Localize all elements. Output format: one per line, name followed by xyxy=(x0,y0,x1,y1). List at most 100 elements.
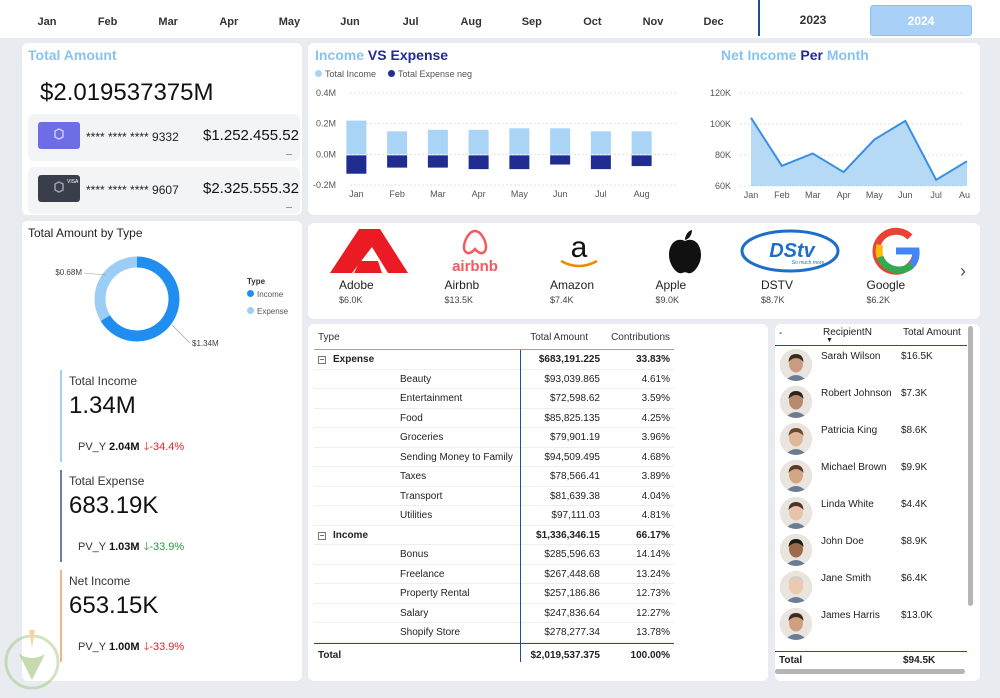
month-aug-button[interactable]: Aug xyxy=(460,16,482,28)
month-oct-button[interactable]: Oct xyxy=(583,16,602,28)
legend-total-expense: Total Expense neg xyxy=(388,69,472,79)
expense-bar xyxy=(387,155,408,168)
matrix-row[interactable]: Entertainment $72,598.62 3.59% xyxy=(314,389,674,409)
kpi-label: Total Income xyxy=(69,374,138,388)
vertical-scrollbar[interactable] xyxy=(968,326,973,606)
column-header[interactable]: Contributions xyxy=(611,332,670,343)
matrix-row[interactable]: Utilities $97,111.03 4.81% xyxy=(314,506,674,526)
kpi-total-expense: Total Expense 683.19K PV_Y 1.03M 🡓-33.9% xyxy=(60,470,310,565)
matrix-row[interactable]: Taxes $78,566.41 3.89% xyxy=(314,467,674,487)
sort-down-icon[interactable]: ▼ xyxy=(826,337,833,344)
total-amount: $2,019,537.375 xyxy=(530,649,600,661)
card-number-mask: **** **** **** 9607 xyxy=(86,183,179,197)
matrix-row[interactable]: Beauty $93,039.865 4.61% xyxy=(314,370,674,389)
recipients-card: - RecipientN ▼ Total Amount Sarah Wilson… xyxy=(775,324,980,681)
matrix-row[interactable]: Salary $247,836.64 12.27% xyxy=(314,604,674,623)
apple-logo-shape xyxy=(668,239,701,274)
recipient-name: John Doe xyxy=(821,536,864,547)
month-may-button[interactable]: May xyxy=(278,16,301,28)
recipient-name: Sarah Wilson xyxy=(821,351,881,362)
recipient-row[interactable]: James Harris $13.0K xyxy=(775,606,965,643)
recipient-row[interactable]: Patricia King $8.6K xyxy=(775,421,965,458)
group-amount: $1,336,346.15 xyxy=(536,529,600,541)
matrix-row[interactable]: Groceries $79,901.19 3.96% xyxy=(314,428,674,448)
matrix-row[interactable]: Food $85,825.135 4.25% xyxy=(314,409,674,428)
pv-value: 1.00M xyxy=(109,641,140,653)
donut-legend-income: Income xyxy=(247,290,283,299)
category-contribution: 3.59% xyxy=(641,393,670,404)
merchant-adobe[interactable]: Adobe $6.0K xyxy=(308,223,413,313)
matrix-row[interactable]: Property Rental $257,186.86 12.73% xyxy=(314,584,674,604)
category-amount: $94,509.495 xyxy=(544,451,600,463)
merchant-apple[interactable]: Apple $9.0K xyxy=(625,223,730,313)
recipient-name-header[interactable]: RecipientN xyxy=(823,327,872,338)
kpi-change: -34.4% xyxy=(149,441,185,453)
matrix-row[interactable]: Sending Money to Family $94,509.495 4.68% xyxy=(314,448,674,467)
month-sep-button[interactable]: Sep xyxy=(521,16,542,28)
net-income-area-chart: 120K 100K 80K 60K Jan Feb Mar Apr May Jun Jul Aug xyxy=(710,88,970,200)
recipient-row[interactable]: Jane Smith $6.4K xyxy=(775,569,965,606)
matrix-group-row[interactable]: − Expense $683,191.225 33.83% xyxy=(314,350,674,370)
month-mar-button[interactable]: Mar xyxy=(158,16,178,28)
x-tick-label: May xyxy=(511,189,529,199)
merchant-google[interactable]: Google $6.2K xyxy=(836,223,941,313)
account-card-2[interactable]: VISA **** **** **** 9607 $2.325.555.32 xyxy=(28,167,300,214)
year-2024-button[interactable]: 2024 xyxy=(870,5,972,36)
horizontal-scrollbar[interactable] xyxy=(775,669,965,674)
kpi-net-income: Net Income 653.15K PV_Y 1.00M 🡓-33.9% xyxy=(60,570,310,665)
year-2023-button[interactable]: 2023 xyxy=(799,13,827,27)
account-card-1[interactable]: **** **** **** 9332 $1.252.455.52 xyxy=(28,114,300,161)
matrix-row[interactable]: Shopify Store $278,277.34 13.78% xyxy=(314,623,674,643)
card-balance: $1.252.455.52 xyxy=(203,127,299,144)
recipient-row[interactable]: Robert Johnson $7.3K xyxy=(775,384,965,421)
category-contribution: 13.24% xyxy=(636,568,670,580)
month-jul-button[interactable]: Jul xyxy=(402,16,419,28)
income-expense-bar-chart: 0.4M 0.2M 0.0M -0.2M Jan Feb Mar Apr May Jun Jul Au… xyxy=(313,88,676,199)
recipient-row[interactable]: Sarah Wilson $16.5K xyxy=(775,347,965,384)
month-slicer: Jan Feb Mar Apr May Jun Jul Aug Sep Oct Nov Dec 202… xyxy=(0,0,1000,38)
recipient-row[interactable]: Michael Brown $9.9K xyxy=(775,458,965,495)
collapse-icon[interactable]: − xyxy=(318,530,326,540)
column-header[interactable]: Type xyxy=(318,332,340,343)
recipient-row[interactable]: John Doe $8.9K xyxy=(775,532,965,569)
y-tick-label: 80K xyxy=(715,150,731,160)
matrix-group-row[interactable]: − Income $1,336,346.15 66.17% xyxy=(314,526,674,545)
merchant-dstv[interactable]: DStv So much more DSTV $8.7K xyxy=(730,223,840,313)
category-name: Shopify Store xyxy=(400,627,461,638)
income-bar xyxy=(590,131,611,155)
column-header[interactable]: Total Amount xyxy=(530,332,588,343)
matrix-row[interactable]: Transport $81,639.38 4.04% xyxy=(314,487,674,506)
person-avatar-icon xyxy=(780,386,812,418)
category-name: Sending Money to Family xyxy=(400,451,513,463)
month-feb-button[interactable]: Feb xyxy=(97,16,118,28)
y-tick-label: 100K xyxy=(710,119,731,129)
category-name: Beauty xyxy=(400,373,432,385)
group-label: − Expense xyxy=(318,354,374,365)
chevron-right-icon[interactable]: › xyxy=(960,261,966,281)
group-name: Expense xyxy=(333,354,375,365)
expense-bar xyxy=(468,155,489,170)
recipient-row[interactable]: Linda White $4.4K xyxy=(775,495,965,532)
month-dec-button[interactable]: Dec xyxy=(703,16,724,28)
month-nov-button[interactable]: Nov xyxy=(642,16,664,28)
month-jun-button[interactable]: Jun xyxy=(340,16,360,28)
kpi-label: Net Income xyxy=(69,574,131,588)
x-tick-label: Aug xyxy=(634,189,650,199)
recipient-name: Michael Brown xyxy=(821,462,887,473)
month-apr-button[interactable]: Apr xyxy=(219,16,239,28)
category-name: Freelance xyxy=(400,568,445,580)
matrix-row[interactable]: Bonus $285,596.63 14.14% xyxy=(314,545,674,565)
pv-label: PV_Y xyxy=(78,441,106,453)
collapse-icon[interactable]: − xyxy=(318,355,326,364)
recipient-name: Jane Smith xyxy=(821,573,872,584)
category-amount: $247,836.64 xyxy=(544,607,600,619)
merchant-airbnb[interactable]: airbnb Airbnb $13.5K xyxy=(414,223,519,313)
kpi-label: Total Expense xyxy=(69,474,145,488)
recipient-amount: $6.4K xyxy=(901,573,928,584)
merchant-amazon[interactable]: a Amazon $7.4K xyxy=(519,223,624,313)
person-avatar-icon xyxy=(780,571,812,603)
income-bar xyxy=(387,131,408,155)
credit-card-icon xyxy=(38,122,80,149)
month-jan-button[interactable]: Jan xyxy=(37,16,57,28)
matrix-row[interactable]: Freelance $267,448.68 13.24% xyxy=(314,565,674,584)
